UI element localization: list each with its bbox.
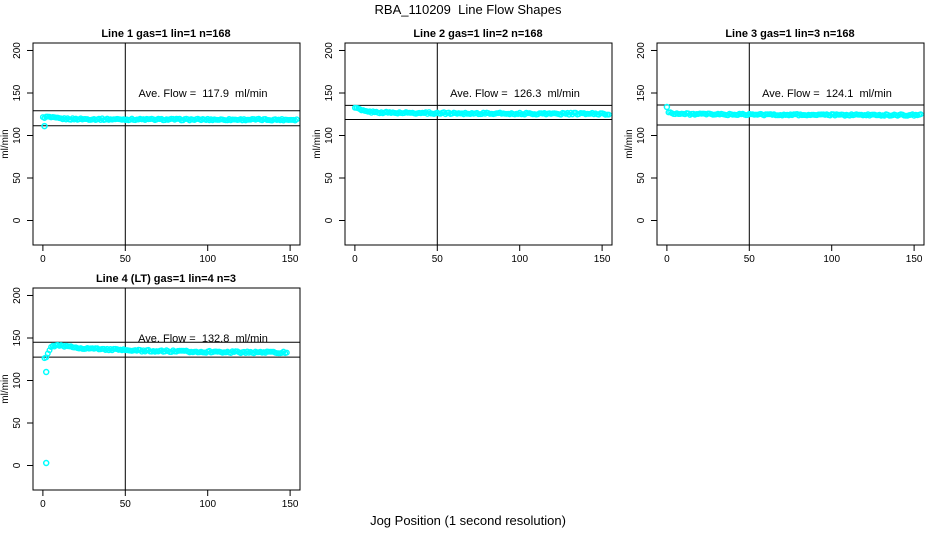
data-point — [283, 349, 290, 356]
plot-svg-line-2: Line 2 gas=1 lin=2 n=168 0 50 100 150 200 ml/… — [312, 28, 613, 265]
plot-svg-line-3: Line 3 gas=1 lin=3 n=168 0 50 100 150 200 ml/… — [624, 28, 925, 265]
plot-content: 0 50 100 150 200 ml/min 0 50 100 150 — [0, 287, 301, 510]
y-tick-label: 50 — [12, 172, 23, 184]
scatter-points — [41, 341, 290, 467]
y-tick-label: 50 — [12, 417, 23, 429]
y-tick-label: 150 — [12, 329, 23, 346]
main-title: RBA_110209 Line Flow Shapes — [374, 2, 562, 17]
panel-title: Line 2 gas=1 lin=2 n=168 — [413, 28, 542, 40]
plot-svg-line-4: Line 4 (LT) gas=1 lin=4 n=3 0 50 100 150 200… — [0, 273, 301, 510]
y-tick-label: 150 — [12, 84, 23, 101]
y-axis-title: ml/min — [0, 374, 11, 403]
x-tick-label: 100 — [199, 499, 216, 510]
plot-content: 0 50 100 150 200 ml/min 0 50 100 150 — [624, 42, 925, 265]
plot-box — [344, 42, 613, 246]
y-tick-label: 0 — [12, 462, 23, 468]
scatter-points — [663, 103, 924, 119]
x-tick-label: 0 — [40, 499, 46, 510]
x-tick-label: 100 — [823, 254, 840, 265]
x-tick-label: 150 — [594, 254, 611, 265]
y-tick-label: 200 — [12, 42, 23, 59]
x-tick-label: 0 — [664, 254, 670, 265]
axes: 0 50 100 150 200 ml/min 0 50 100 150 — [312, 42, 613, 265]
panel-title: Line 1 gas=1 lin=1 n=168 — [101, 28, 230, 40]
outlier-point — [663, 103, 671, 111]
x-tick-label: 150 — [906, 254, 923, 265]
y-tick-label: 50 — [636, 172, 647, 184]
x-tick-label: 50 — [744, 254, 756, 265]
x-tick-label: 0 — [352, 254, 358, 265]
x-axis-label: Jog Position (1 second resolution) — [370, 513, 566, 528]
outlier-point — [42, 368, 50, 376]
x-tick-label: 100 — [199, 254, 216, 265]
x-tick-label: 0 — [40, 254, 46, 265]
panel-title: Line 4 (LT) gas=1 lin=4 n=3 — [96, 273, 236, 285]
y-axis-title: ml/min — [312, 129, 323, 158]
outlier-point — [41, 122, 48, 130]
y-tick-label: 200 — [324, 42, 335, 59]
data-point — [293, 116, 300, 123]
y-tick-label: 50 — [324, 172, 335, 184]
y-axis-title: ml/min — [0, 129, 11, 158]
plot-box — [32, 42, 301, 246]
x-tick-label: 50 — [432, 254, 444, 265]
y-tick-label: 0 — [636, 217, 647, 223]
data-point — [917, 111, 924, 118]
scatter-points — [351, 104, 612, 118]
panel-line-3: Line 3 gas=1 lin=3 n=168 0 50 100 150 200 ml/… — [624, 16, 936, 280]
outlier-point — [42, 459, 50, 467]
axes: 0 50 100 150 200 ml/min 0 50 100 150 — [624, 42, 925, 265]
ave-flow-annotation: Ave. Flow = 124.1 ml/min — [762, 88, 892, 100]
y-tick-label: 150 — [636, 84, 647, 101]
x-tick-label: 50 — [120, 254, 132, 265]
y-tick-label: 200 — [636, 42, 647, 59]
y-tick-label: 0 — [324, 217, 335, 223]
scatter-points — [39, 113, 300, 130]
ave-flow-annotation: Ave. Flow = 132.8 ml/min — [138, 333, 268, 345]
y-tick-label: 100 — [12, 372, 23, 389]
panel-line-2: Line 2 gas=1 lin=2 n=168 0 50 100 150 200 ml/… — [312, 16, 624, 280]
plot-svg-line-1: Line 1 gas=1 lin=1 n=168 0 50 100 150 200 ml/… — [0, 28, 301, 265]
x-tick-label: 150 — [282, 254, 299, 265]
x-tick-label: 50 — [120, 499, 132, 510]
plot-box — [656, 42, 925, 246]
y-tick-label: 100 — [636, 127, 647, 144]
plot-content: 0 50 100 150 200 ml/min 0 50 100 150 — [312, 42, 613, 265]
plot-content: 0 50 100 150 200 ml/min 0 50 100 150 — [0, 42, 301, 265]
panel-line-1: Line 1 gas=1 lin=1 n=168 0 50 100 150 200 ml/… — [0, 16, 312, 280]
axes: 0 50 100 150 200 ml/min 0 50 100 150 — [0, 287, 301, 510]
x-tick-label: 100 — [511, 254, 528, 265]
y-tick-label: 100 — [12, 127, 23, 144]
axes: 0 50 100 150 200 ml/min 0 50 100 150 — [0, 42, 301, 265]
ave-flow-annotation: Ave. Flow = 126.3 ml/min — [450, 88, 580, 100]
y-tick-label: 0 — [12, 217, 23, 223]
y-tick-label: 100 — [324, 127, 335, 144]
plot-box — [32, 287, 301, 491]
panel-line-4: Line 4 (LT) gas=1 lin=4 n=3 0 50 100 150 200… — [0, 261, 312, 525]
y-axis-title: ml/min — [624, 129, 635, 158]
ave-flow-annotation: Ave. Flow = 117.9 ml/min — [139, 88, 268, 100]
panel-title: Line 3 gas=1 lin=3 n=168 — [725, 28, 854, 40]
x-tick-label: 150 — [282, 499, 299, 510]
y-tick-label: 200 — [12, 287, 23, 304]
data-point — [605, 111, 612, 118]
y-tick-label: 150 — [324, 84, 335, 101]
